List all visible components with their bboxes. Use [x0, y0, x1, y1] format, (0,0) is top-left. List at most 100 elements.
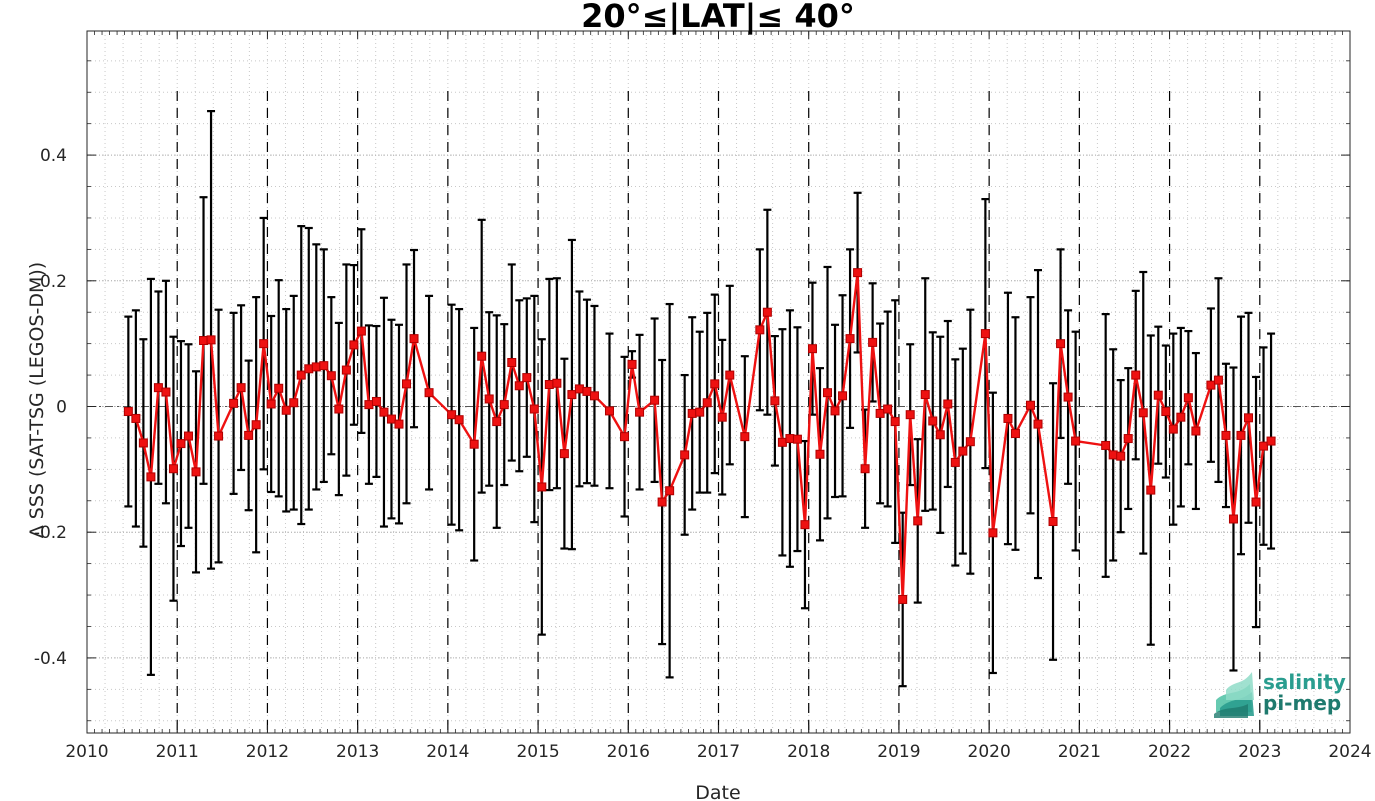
data-point-marker [898, 594, 908, 604]
x-tick-label: 2016 [607, 742, 650, 762]
data-point-marker [943, 399, 953, 409]
data-point-marker [687, 408, 697, 418]
data-point-marker [845, 334, 855, 344]
data-point-marker [792, 434, 802, 444]
data-point-marker [1146, 485, 1156, 495]
logo-text-line1: salinity [1263, 670, 1346, 694]
data-point-marker [950, 457, 960, 467]
data-point-marker [1191, 426, 1201, 436]
data-point-marker [665, 486, 675, 496]
data-point-marker [620, 432, 630, 442]
data-point-marker [364, 400, 374, 410]
data-point-marker [1259, 441, 1269, 451]
data-point-marker [183, 431, 193, 441]
data-point-marker [657, 497, 667, 507]
data-point-marker [236, 383, 246, 393]
data-point-marker [199, 336, 209, 346]
x-axis-label: Date [695, 782, 740, 801]
data-point-marker [1003, 413, 1013, 423]
data-point-marker [920, 390, 930, 400]
data-point-marker [402, 379, 412, 389]
data-point-marker [627, 359, 637, 369]
data-point-marker [1063, 392, 1073, 402]
data-point-marker [349, 340, 359, 350]
data-point-marker [1138, 408, 1148, 418]
data-point-marker [326, 371, 336, 381]
data-point-marker [890, 417, 900, 427]
data-point-marker [635, 407, 645, 417]
data-point-marker [1221, 430, 1231, 440]
grid [86, 31, 1351, 733]
data-point-marker [1161, 407, 1171, 417]
y-axis-label: Δ SSS (SAT-TSG (LEGOS-DM)) [26, 262, 48, 538]
data-point-marker [1056, 339, 1066, 349]
salinity-pimep-logo: salinity pi-mep [1214, 670, 1346, 718]
data-point-marker [905, 410, 915, 420]
data-point-marker [529, 404, 539, 414]
data-point-marker [341, 365, 351, 375]
data-point-marker [1176, 412, 1186, 422]
data-point-marker [1033, 419, 1043, 429]
logo-waves-icon [1214, 672, 1254, 718]
data-point-marker [958, 446, 968, 456]
data-point-marker [1228, 514, 1238, 524]
data-point-marker [785, 434, 795, 444]
data-point-marker [680, 450, 690, 460]
data-point-marker [409, 334, 419, 344]
data-point-marker [1131, 370, 1141, 380]
data-point-marker [928, 416, 938, 426]
data-point-marker [507, 358, 517, 368]
data-point-marker [552, 378, 562, 388]
data-point-marker [259, 339, 269, 349]
y-tick-label: 0 [56, 398, 67, 418]
data-point-marker [559, 449, 569, 459]
data-point-marker [206, 335, 216, 345]
x-tick-label: 2024 [1328, 742, 1371, 762]
data-point-marker [131, 413, 141, 423]
data-point-marker [589, 391, 599, 401]
data-point-marker [1071, 436, 1081, 446]
data-point-marker [868, 337, 878, 347]
data-point-marker [1168, 424, 1178, 434]
data-point-marker [823, 388, 833, 398]
x-tick-label: 2010 [65, 742, 108, 762]
data-point-marker [935, 430, 945, 440]
data-point-marker [800, 520, 810, 530]
data-point-marker [695, 407, 705, 417]
data-point-marker [454, 415, 464, 425]
x-tick-label: 2014 [426, 742, 469, 762]
data-point-marker [762, 307, 772, 317]
x-tick-label: 2023 [1238, 742, 1281, 762]
data-point-marker [574, 384, 584, 394]
data-point-marker [371, 396, 381, 406]
data-point-marker [1101, 440, 1111, 450]
data-point-marker [1048, 517, 1058, 527]
data-point-marker [1213, 375, 1223, 385]
y-tick-label: -0.4 [34, 649, 67, 669]
data-point-marker [214, 431, 224, 441]
data-point-marker [447, 410, 457, 420]
tick-labels: 2010 2011 2012 2013 2014 2015 2016 2017 2018 2019… [34, 146, 1372, 762]
axes-frame [86, 30, 1351, 734]
x-tick-label: 2021 [1058, 742, 1101, 762]
data-point-marker [304, 364, 314, 374]
data-point-marker [281, 405, 291, 415]
data-point-marker [1251, 497, 1261, 507]
data-point-marker [807, 344, 817, 354]
data-point-marker [913, 516, 923, 526]
data-point-marker [1108, 450, 1118, 460]
data-markers [123, 268, 1276, 604]
data-point-marker [770, 396, 780, 406]
x-tick-label: 2015 [516, 742, 559, 762]
data-point-marker [1206, 380, 1216, 390]
x-tick-label: 2020 [968, 742, 1011, 762]
data-point-marker [168, 464, 178, 474]
y-tick-label: -0.2 [34, 523, 67, 543]
data-point-marker [334, 404, 344, 414]
data-point-marker [229, 398, 239, 408]
data-point-marker [725, 370, 735, 380]
data-point-marker [296, 370, 306, 380]
data-point-marker [469, 439, 479, 449]
